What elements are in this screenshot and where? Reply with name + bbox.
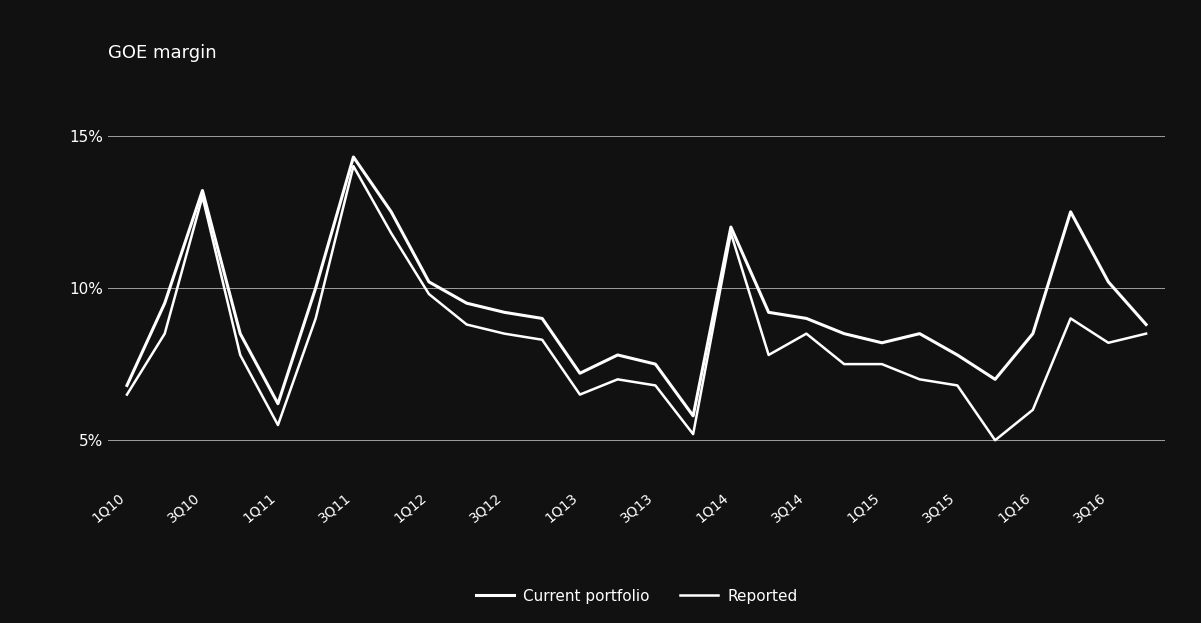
- Current portfolio: [460, 300, 474, 307]
- Current portfolio: [950, 351, 964, 359]
- Reported: [346, 163, 360, 170]
- Reported: [610, 376, 625, 383]
- Reported: [913, 376, 927, 383]
- Current portfolio: [1101, 278, 1116, 285]
- Current portfolio: [988, 376, 1003, 383]
- Reported: [1026, 406, 1040, 414]
- Reported: [196, 193, 210, 201]
- Reported: [422, 290, 436, 298]
- Reported: [120, 391, 135, 398]
- Current portfolio: [534, 315, 549, 322]
- Legend: Current portfolio, Reported: Current portfolio, Reported: [470, 583, 803, 610]
- Line: Current portfolio: Current portfolio: [127, 157, 1146, 416]
- Current portfolio: [649, 360, 663, 368]
- Current portfolio: [761, 308, 776, 316]
- Current portfolio: [384, 208, 399, 216]
- Reported: [497, 330, 512, 338]
- Reported: [799, 330, 813, 338]
- Current portfolio: [799, 315, 813, 322]
- Current portfolio: [837, 330, 852, 338]
- Current portfolio: [233, 330, 247, 338]
- Reported: [950, 382, 964, 389]
- Current portfolio: [874, 339, 889, 346]
- Current portfolio: [270, 400, 285, 407]
- Reported: [988, 437, 1003, 444]
- Current portfolio: [157, 300, 172, 307]
- Reported: [534, 336, 549, 343]
- Current portfolio: [309, 284, 323, 292]
- Reported: [874, 360, 889, 368]
- Current portfolio: [1026, 330, 1040, 338]
- Reported: [761, 351, 776, 359]
- Reported: [573, 391, 587, 398]
- Current portfolio: [120, 382, 135, 389]
- Current portfolio: [913, 330, 927, 338]
- Current portfolio: [346, 153, 360, 161]
- Reported: [649, 382, 663, 389]
- Current portfolio: [686, 412, 700, 420]
- Reported: [1063, 315, 1077, 322]
- Text: GOE margin: GOE margin: [108, 44, 216, 62]
- Reported: [270, 421, 285, 429]
- Reported: [837, 360, 852, 368]
- Current portfolio: [573, 369, 587, 377]
- Current portfolio: [196, 187, 210, 194]
- Current portfolio: [422, 278, 436, 285]
- Current portfolio: [610, 351, 625, 359]
- Reported: [686, 430, 700, 438]
- Current portfolio: [1063, 208, 1077, 216]
- Reported: [384, 229, 399, 237]
- Current portfolio: [497, 308, 512, 316]
- Reported: [460, 321, 474, 328]
- Reported: [157, 330, 172, 338]
- Current portfolio: [1139, 321, 1153, 328]
- Reported: [233, 351, 247, 359]
- Reported: [724, 229, 739, 237]
- Reported: [1101, 339, 1116, 346]
- Reported: [309, 315, 323, 322]
- Line: Reported: Reported: [127, 166, 1146, 440]
- Current portfolio: [724, 223, 739, 231]
- Reported: [1139, 330, 1153, 338]
